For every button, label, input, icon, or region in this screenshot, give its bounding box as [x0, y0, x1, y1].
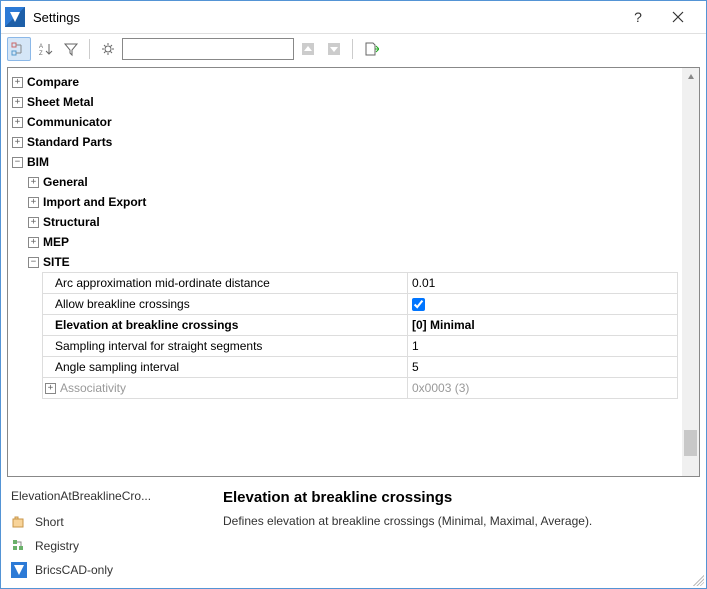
tree-node[interactable]: + Communicator: [10, 112, 680, 132]
property-row[interactable]: Sampling interval for straight segments1: [43, 336, 678, 357]
registry-icon: [11, 538, 27, 554]
short-icon: [11, 514, 27, 530]
expander-icon[interactable]: +: [28, 177, 39, 188]
property-value: 0x0003 (3): [408, 378, 678, 399]
tree-node-label: Standard Parts: [27, 135, 112, 149]
info-title: Elevation at breakline crossings: [223, 489, 696, 506]
info-tag-label: Registry: [35, 539, 79, 553]
expander-icon[interactable]: −: [12, 157, 23, 168]
expander-icon[interactable]: +: [28, 237, 39, 248]
toolbar-up-button[interactable]: [296, 37, 320, 61]
toolbar-filter-button[interactable]: [59, 37, 83, 61]
toolbar: AZ: [1, 33, 706, 63]
tree-node[interactable]: + Sheet Metal: [10, 92, 680, 112]
scroll-up-arrow[interactable]: [682, 68, 699, 85]
scroll-thumb[interactable]: [684, 430, 697, 456]
property-checkbox[interactable]: [412, 298, 425, 311]
toolbar-down-button[interactable]: [322, 37, 346, 61]
info-tag-bricscad: BricsCAD-only: [11, 562, 211, 578]
expander-icon[interactable]: +: [28, 217, 39, 228]
expander-icon[interactable]: +: [12, 137, 23, 148]
tree-pane: + Compare + Sheet Metal + Communicator + Standa…: [8, 68, 682, 476]
tree-node-site[interactable]: −SITE: [10, 252, 680, 272]
tree-node[interactable]: + MEP: [10, 232, 680, 252]
svg-text:A: A: [39, 44, 43, 50]
tree-node[interactable]: + Import and Export: [10, 192, 680, 212]
toolbar-sort-button[interactable]: AZ: [33, 37, 57, 61]
close-button[interactable]: [658, 3, 698, 31]
toolbar-export-button[interactable]: [359, 37, 383, 61]
tree-node-label: SITE: [43, 255, 70, 269]
info-description: Defines elevation at breakline crossings…: [223, 514, 696, 530]
tree-node[interactable]: + Standard Parts: [10, 132, 680, 152]
bricscad-icon: [11, 562, 27, 578]
search-input[interactable]: [122, 38, 294, 60]
resize-grip[interactable]: [690, 572, 704, 586]
tree-node-label: Compare: [27, 75, 79, 89]
info-tag-label: BricsCAD-only: [35, 563, 113, 577]
property-name: Angle sampling interval: [43, 357, 408, 378]
expander-icon[interactable]: +: [12, 97, 23, 108]
toolbar-gear-button[interactable]: [96, 37, 120, 61]
property-value[interactable]: 5: [408, 357, 678, 378]
property-name: Elevation at breakline crossings: [43, 315, 408, 336]
scrollbar[interactable]: [682, 68, 699, 476]
info-tag-label: Short: [35, 515, 64, 529]
property-value[interactable]: 1: [408, 336, 678, 357]
tree-node[interactable]: + Compare: [10, 72, 680, 92]
property-row[interactable]: Angle sampling interval5: [43, 357, 678, 378]
titlebar: Settings ?: [1, 1, 706, 33]
tree-node[interactable]: + General: [10, 172, 680, 192]
property-value[interactable]: 0.01: [408, 273, 678, 294]
app-icon: [5, 7, 25, 27]
info-property-name: ElevationAtBreaklineCro...: [11, 489, 211, 506]
property-name: Allow breakline crossings: [43, 294, 408, 315]
property-value[interactable]: [0] Minimal: [408, 315, 678, 336]
tree-node-bim[interactable]: −BIM: [10, 152, 680, 172]
tree-node-label: BIM: [27, 155, 49, 169]
property-table: Arc approximation mid-ordinate distance0…: [42, 272, 678, 399]
expander-icon[interactable]: +: [45, 383, 56, 394]
property-row[interactable]: Arc approximation mid-ordinate distance0…: [43, 273, 678, 294]
help-button[interactable]: ?: [618, 3, 658, 31]
tree-node[interactable]: + Structural: [10, 212, 680, 232]
tree-node-label: Structural: [43, 215, 100, 229]
expander-icon[interactable]: +: [12, 117, 23, 128]
tree-node-label: Sheet Metal: [27, 95, 94, 109]
expander-icon[interactable]: +: [12, 77, 23, 88]
info-panel: ElevationAtBreaklineCro... Elevation at …: [1, 481, 706, 588]
svg-text:Z: Z: [39, 51, 43, 57]
window-title: Settings: [33, 10, 618, 25]
main-area: + Compare + Sheet Metal + Communicator + Standa…: [7, 67, 700, 477]
property-name: Sampling interval for straight segments: [43, 336, 408, 357]
property-row[interactable]: Elevation at breakline crossings[0] Mini…: [43, 315, 678, 336]
tree-node-label: MEP: [43, 235, 69, 249]
info-tag-short: Short: [11, 514, 211, 530]
toolbar-separator: [89, 39, 90, 59]
expander-icon[interactable]: +: [28, 197, 39, 208]
tree-node-label: Import and Export: [43, 195, 146, 209]
toolbar-tree-view-button[interactable]: [7, 37, 31, 61]
tree-node-label: General: [43, 175, 88, 189]
toolbar-separator: [352, 39, 353, 59]
tree-node-label: Communicator: [27, 115, 112, 129]
property-name: Associativity: [60, 381, 126, 395]
property-name: Arc approximation mid-ordinate distance: [43, 273, 408, 294]
info-tag-registry: Registry: [11, 538, 211, 554]
property-row[interactable]: Allow breakline crossings: [43, 294, 678, 315]
expander-icon[interactable]: −: [28, 257, 39, 268]
property-row-associativity[interactable]: + Associativity 0x0003 (3): [43, 378, 678, 399]
